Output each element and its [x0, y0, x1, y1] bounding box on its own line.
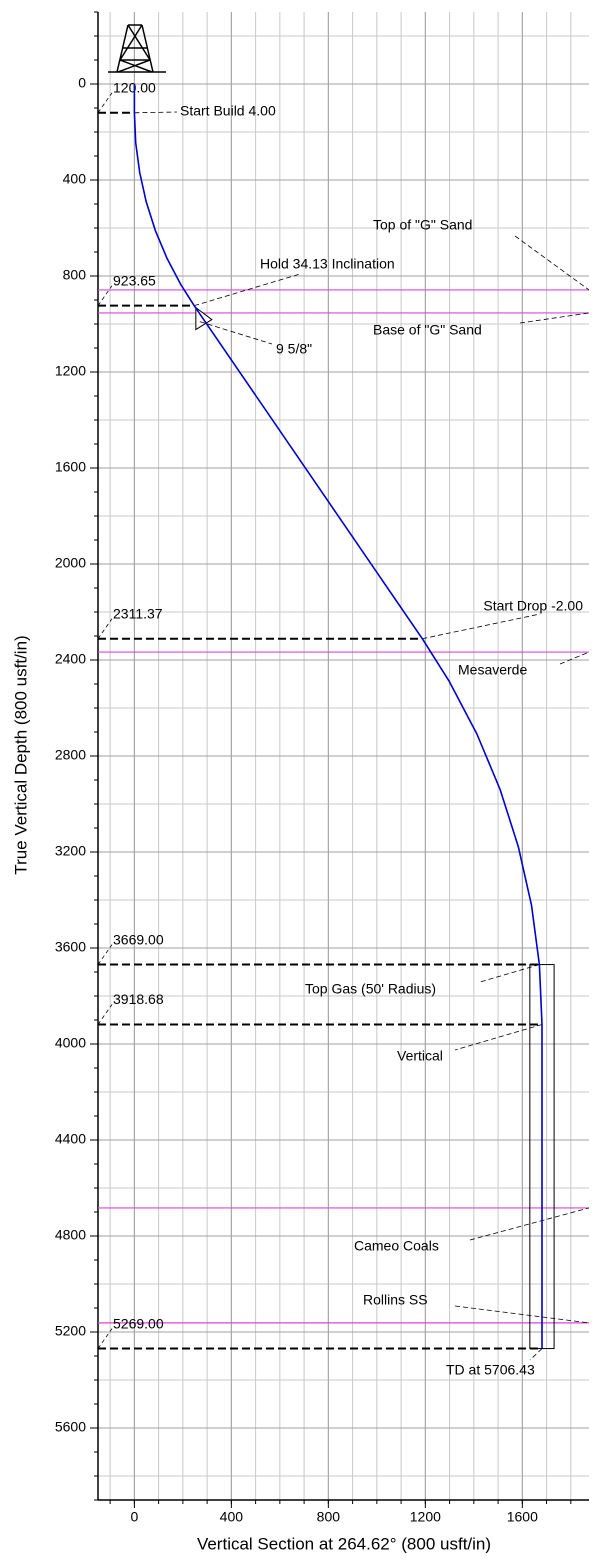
x-tick-label: 1600 [507, 1509, 538, 1525]
y-axis-label: True Vertical Depth (800 usft/in) [11, 635, 30, 874]
y-tick-label: 3200 [55, 843, 86, 859]
marker-note: Vertical [397, 1048, 443, 1064]
leader-line [454, 1024, 543, 1051]
leader-line [519, 312, 590, 324]
y-tick-label: 800 [63, 267, 87, 283]
y-tick-label: 4800 [55, 1227, 86, 1243]
depth-label: 923.65 [113, 272, 156, 288]
y-tick-label: 5600 [55, 1419, 86, 1435]
y-tick-label: 2000 [55, 555, 86, 571]
leader-line [454, 1305, 590, 1324]
leader-line [134, 111, 178, 114]
y-tick-label: 0 [78, 75, 86, 91]
y-tick-label: 4000 [55, 1035, 86, 1051]
leader-line [194, 273, 301, 307]
leader-line [422, 613, 541, 640]
x-tick-label: 0 [130, 1509, 138, 1525]
x-tick-label: 1200 [410, 1509, 441, 1525]
leader-line [529, 1348, 543, 1361]
grid [98, 12, 589, 1500]
leader-line [479, 964, 540, 983]
x-axis-label: Vertical Section at 264.62° (800 usft/in… [197, 1534, 491, 1553]
marker-note: TD at 5706.43 [446, 1362, 535, 1378]
y-tick-label: 5200 [55, 1323, 86, 1339]
y-tick-label: 400 [63, 171, 87, 187]
y-tick-label: 4400 [55, 1131, 86, 1147]
y-tick-label: 2800 [55, 747, 86, 763]
y-tick-label: 3600 [55, 939, 86, 955]
rig-icon [108, 24, 166, 73]
leader-line [469, 1207, 590, 1241]
depth-label: 3669.00 [113, 931, 164, 947]
depth-label: 2311.37 [113, 605, 163, 621]
x-tick-label: 400 [220, 1509, 244, 1525]
depth-label: 5269.00 [113, 1315, 164, 1331]
formation-label: Mesaverde [458, 662, 527, 678]
y-tick-label: 1200 [55, 363, 86, 379]
x-tick-label: 800 [317, 1509, 341, 1525]
y-tick-label: 1600 [55, 459, 86, 475]
marker-note: Start Build 4.00 [180, 103, 276, 119]
marker-note: Top Gas (50' Radius) [305, 981, 436, 997]
formation-label: Rollins SS [363, 1292, 428, 1308]
formation-label: Top of "G" Sand [373, 217, 472, 233]
formation-label: Cameo Coals [354, 1238, 439, 1254]
y-tick-label: 2400 [55, 651, 86, 667]
marker-note: Hold 34.13 Inclination [260, 256, 395, 272]
depth-label: 3918.68 [113, 991, 164, 1007]
leader-line [199, 321, 273, 345]
casing-label: 9 5/8" [276, 341, 312, 357]
leader-line [514, 235, 590, 291]
leader-line [559, 651, 590, 665]
marker-note: Start Drop -2.00 [483, 598, 583, 614]
formation-label: Base of "G" Sand [373, 322, 482, 338]
well-path [133, 84, 543, 1349]
